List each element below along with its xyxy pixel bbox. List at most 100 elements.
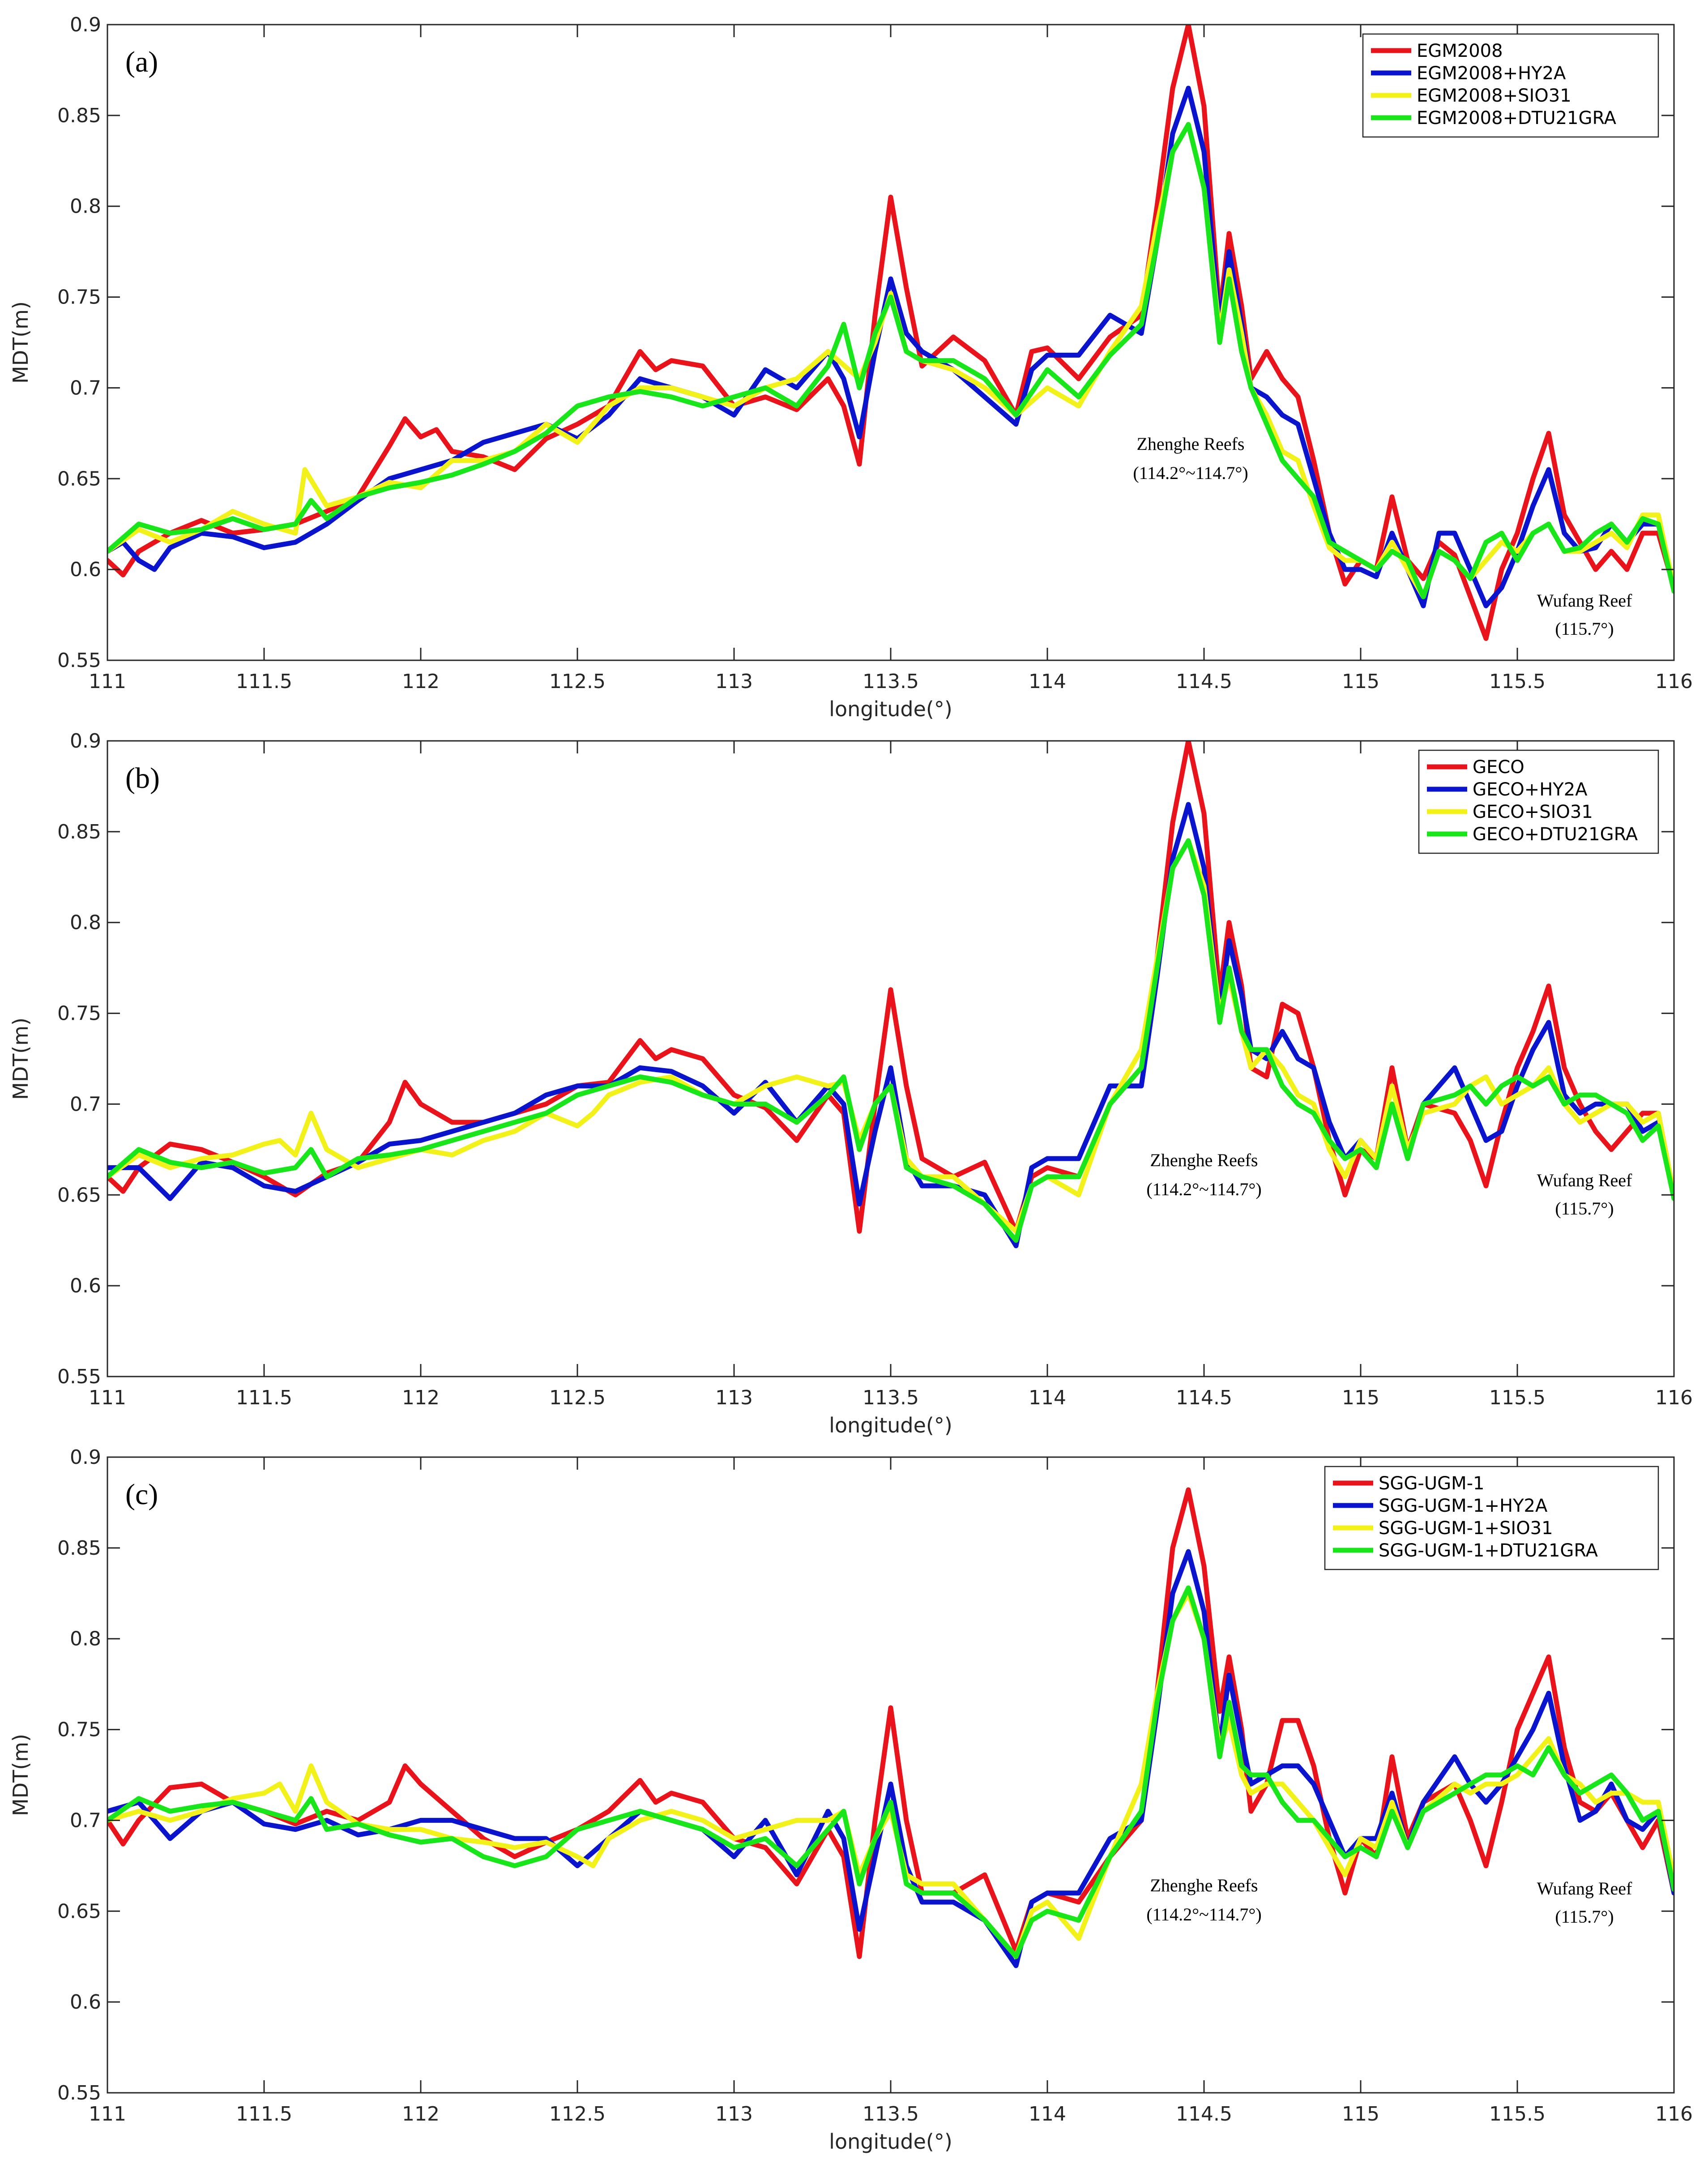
series-line-1 (107, 741, 1674, 1234)
annotation-zhenghe-range: (114.2°~114.7°) (1133, 463, 1248, 483)
x-tick-label: 115 (1342, 1386, 1379, 1409)
y-tick-label: 0.65 (57, 1900, 101, 1923)
series-group (107, 741, 1674, 1249)
legend-label: SGG-UGM-1+HY2A (1379, 1496, 1548, 1516)
panel-label: (c) (125, 1478, 158, 1511)
x-tick-label: 113.5 (863, 670, 919, 693)
x-tick-label: 113 (715, 1386, 753, 1409)
series-line-4 (107, 122, 1674, 599)
y-tick-label: 0.7 (70, 376, 101, 399)
x-tick-label: 113 (715, 2103, 753, 2125)
plot-area (107, 741, 1674, 1377)
x-tick-label: 112 (402, 1386, 440, 1409)
x-tick-label: 114 (1029, 1386, 1066, 1409)
legend-box (1324, 1466, 1659, 1570)
x-axis-label: longitude(°) (829, 2130, 952, 2154)
series-line-4 (107, 838, 1674, 1243)
x-axis-label: longitude(°) (829, 697, 952, 721)
y-tick-label: 0.8 (70, 911, 101, 934)
legend-box (1362, 33, 1659, 138)
y-tick-label: 0.6 (70, 1274, 101, 1297)
x-tick-label: 112 (402, 2103, 440, 2125)
series-line-2 (107, 1549, 1674, 1968)
y-tick-label: 0.6 (70, 1991, 101, 2014)
x-tick-label: 112.5 (549, 2103, 606, 2125)
series-group (107, 1487, 1674, 1968)
y-tick-label: 0.75 (57, 1719, 101, 1741)
annotation-wufang-value: (115.7°) (1555, 1907, 1614, 1927)
y-tick-label: 0.8 (70, 1628, 101, 1651)
y-tick-label: 0.65 (57, 467, 101, 490)
annotation-zhenghe-range: (114.2°~114.7°) (1146, 1904, 1261, 1924)
y-tick-label: 0.9 (70, 1446, 101, 1469)
x-tick-label: 112.5 (549, 670, 606, 693)
x-tick-label: 111 (89, 2103, 126, 2125)
annotation-zhenghe-title: Zhenghe Reefs (1150, 1875, 1258, 1895)
x-tick-label: 113 (715, 670, 753, 693)
annotation-wufang-title: Wufang Reef (1537, 1170, 1632, 1190)
x-tick-label: 115 (1342, 2103, 1379, 2125)
legend-label: SGG-UGM-1+SIO31 (1379, 1518, 1553, 1539)
x-tick-label: 115.5 (1489, 670, 1546, 693)
x-tick-label: 115.5 (1489, 1386, 1546, 1409)
y-tick-label: 0.6 (70, 558, 101, 581)
x-tick-label: 114.5 (1176, 670, 1232, 693)
annotation-wufang-value: (115.7°) (1555, 619, 1614, 639)
series-line-2 (107, 86, 1674, 608)
chart-panel-a: 111 111.5 112 112.5 113 113.5 114 114.5 115 115.5… (9, 13, 1693, 721)
y-tick-label: 0.9 (70, 730, 101, 753)
y-tick-label: 0.8 (70, 195, 101, 218)
y-tick-label: 0.55 (57, 1365, 101, 1388)
y-tick-label: 0.55 (57, 649, 101, 672)
legend-label: EGM2008+HY2A (1417, 63, 1566, 84)
x-tick-label: 111.5 (236, 1386, 292, 1409)
x-tick-label: 113.5 (863, 2103, 919, 2125)
x-tick-label: 115 (1342, 670, 1379, 693)
x-tick-label: 113.5 (863, 1386, 919, 1409)
x-tick-label: 115.5 (1489, 2103, 1546, 2125)
y-axis-label: MDT(m) (9, 301, 33, 384)
legend-label: GECO (1473, 757, 1524, 778)
x-axis-label: longitude(°) (829, 1413, 952, 1437)
annotation-zhenghe-title: Zhenghe Reefs (1150, 1150, 1258, 1170)
x-tick-label: 111.5 (236, 670, 292, 693)
x-tick-label: 111 (89, 670, 126, 693)
y-tick-label: 0.65 (57, 1184, 101, 1206)
x-tick-label: 111 (89, 1386, 126, 1409)
x-tick-label: 114.5 (1176, 2103, 1232, 2125)
x-tick-label: 114 (1029, 2103, 1066, 2125)
series-line-3 (107, 122, 1674, 599)
annotation-zhenghe-range: (114.2°~114.7°) (1146, 1179, 1261, 1199)
legend-label: GECO+DTU21GRA (1473, 824, 1638, 845)
annotation-wufang-value: (115.7°) (1555, 1198, 1614, 1219)
legend-label: EGM2008 (1417, 41, 1503, 61)
y-tick-label: 0.75 (57, 286, 101, 309)
x-tick-label: 112.5 (549, 1386, 606, 1409)
x-tick-label: 116 (1655, 1386, 1693, 1409)
y-axis-label: MDT(m) (9, 1018, 33, 1100)
x-tick-label: 116 (1655, 670, 1693, 693)
legend-label: EGM2008+DTU21GRA (1417, 108, 1617, 128)
annotation-zhenghe-title: Zhenghe Reefs (1136, 434, 1244, 454)
x-tick-label: 112 (402, 670, 440, 693)
y-tick-label: 0.75 (57, 1002, 101, 1025)
panel-label: (b) (125, 762, 160, 795)
y-tick-label: 0.85 (57, 1537, 101, 1560)
y-axis-label: MDT(m) (9, 1734, 33, 1816)
chart-panel-b: 111 111.5 112 112.5 113 113.5 114 114.5 115 115.5… (9, 730, 1693, 1437)
legend: EGM2008EGM2008+HY2AEGM2008+SIO31EGM2008+… (1362, 33, 1659, 138)
annotation-wufang-title: Wufang Reef (1537, 1878, 1632, 1899)
series-line-1 (107, 25, 1674, 641)
series-line-3 (107, 1591, 1674, 1959)
chart-panel-c: 111 111.5 112 112.5 113 113.5 114 114.5 115 115.5… (9, 1446, 1693, 2154)
x-tick-label: 114 (1029, 670, 1066, 693)
y-tick-label: 0.7 (70, 1809, 101, 1832)
panel-label: (a) (125, 46, 158, 78)
legend-label: EGM2008+SIO31 (1417, 86, 1571, 106)
legend-label: SGG-UGM-1+DTU21GRA (1379, 1540, 1598, 1561)
series-group (107, 25, 1674, 641)
x-tick-label: 111.5 (236, 2103, 292, 2125)
y-tick-label: 0.85 (57, 821, 101, 843)
x-tick-label: 116 (1655, 2103, 1693, 2125)
